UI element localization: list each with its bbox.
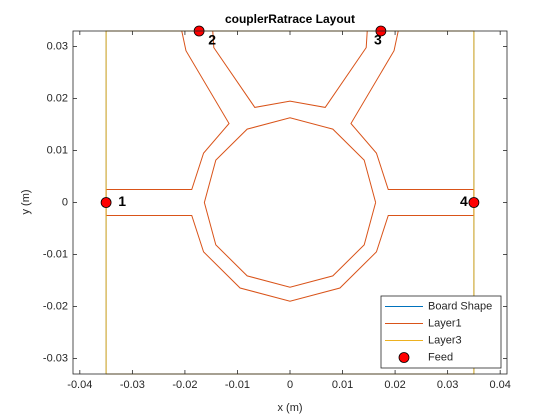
- x-axis-label: x (m): [277, 402, 302, 414]
- x-tick-label: 0.03: [437, 379, 458, 391]
- port-label: 2: [208, 32, 216, 48]
- legend-marker: [398, 352, 410, 363]
- x-tick-label: -0.01: [225, 379, 250, 391]
- y-tick-label: 0.01: [47, 144, 68, 156]
- feed-point: [468, 197, 480, 208]
- legend-label: Feed: [428, 351, 453, 363]
- y-tick-label: 0: [62, 196, 68, 208]
- port-label: 1: [118, 193, 126, 209]
- x-tick-label: -0.03: [120, 379, 145, 391]
- x-tick-label: 0.02: [384, 379, 405, 391]
- x-tick-label: -0.04: [67, 379, 92, 391]
- y-tick-label: 0.03: [47, 40, 68, 52]
- y-tick-label: -0.02: [43, 300, 68, 312]
- feed-point: [100, 197, 112, 208]
- y-tick-label: -0.03: [43, 352, 68, 364]
- x-tick-label: -0.02: [172, 379, 197, 391]
- y-tick-label: -0.01: [43, 248, 68, 260]
- legend-label: Layer1: [428, 317, 462, 329]
- x-tick-label: 0: [287, 379, 293, 391]
- chart-title: couplerRatrace Layout: [225, 12, 355, 26]
- y-tick-label: 0.02: [47, 92, 68, 104]
- port-label: 3: [374, 32, 382, 48]
- port-label: 4: [460, 193, 468, 209]
- x-tick-label: 0.04: [489, 379, 510, 391]
- y-axis-label: y (m): [20, 189, 32, 214]
- x-tick-label: 0.01: [332, 379, 353, 391]
- legend-label: Board Shape: [428, 300, 492, 312]
- legend-label: Layer3: [428, 334, 462, 346]
